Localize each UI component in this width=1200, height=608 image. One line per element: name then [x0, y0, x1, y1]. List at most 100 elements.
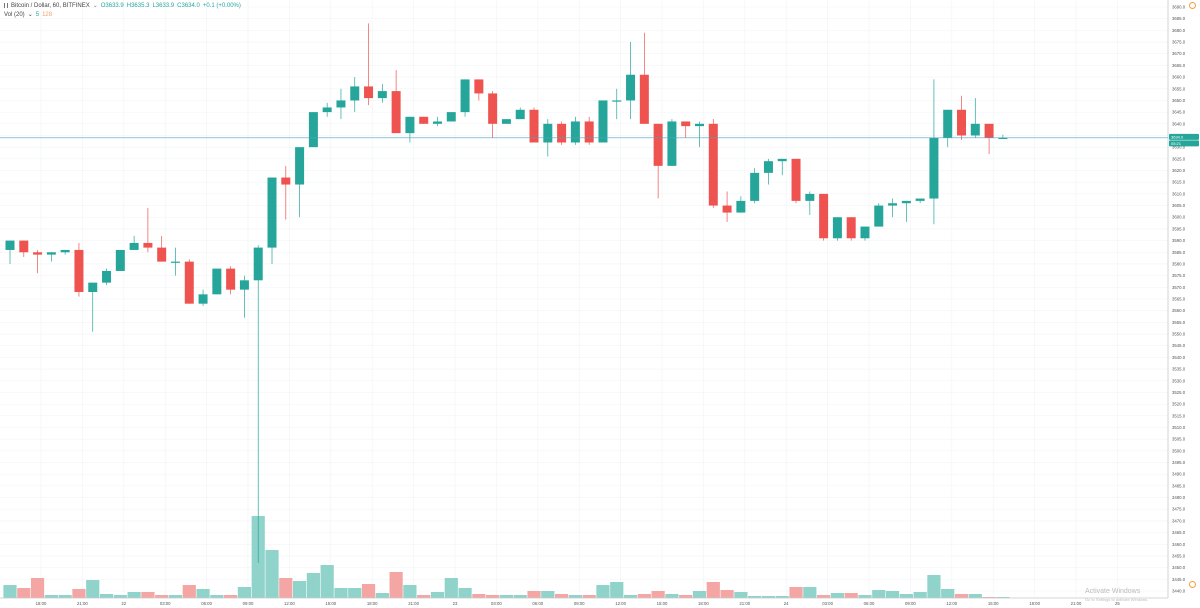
- candle-body: [846, 217, 856, 239]
- price-tick-label: 3495.0: [1172, 460, 1186, 465]
- candle: [681, 121, 691, 138]
- price-tick-label: 3630.0: [1172, 145, 1186, 150]
- price-tick-label: 3685.0: [1172, 16, 1186, 21]
- price-tick-label: 3585.0: [1172, 250, 1186, 255]
- chevron-down-icon[interactable]: ⌄: [27, 12, 33, 18]
- volume-bar: [224, 595, 238, 598]
- candle-body: [350, 86, 360, 101]
- volume-bar: [651, 591, 665, 598]
- price-tick-label: 3490.0: [1172, 472, 1186, 477]
- price-tick-label: 3455.0: [1172, 553, 1186, 558]
- volume-bar: [623, 595, 638, 598]
- candle-body: [377, 91, 387, 99]
- chevron-down-icon[interactable]: ⌄: [92, 3, 98, 9]
- volume-bar: [196, 589, 210, 598]
- volume-bar: [968, 594, 982, 598]
- candle-body: [157, 247, 167, 262]
- price-tick-label: 3440.0: [1172, 588, 1186, 593]
- volume-bar: [361, 584, 376, 598]
- settings-gear-icon[interactable]: [1189, 2, 1196, 9]
- time-tick-label: 18:00: [1029, 601, 1040, 606]
- candle: [157, 235, 167, 262]
- candle-body: [529, 109, 539, 143]
- candle: [819, 193, 829, 241]
- time-tick-label: 03:00: [491, 601, 502, 606]
- price-tick-label: 3645.0: [1172, 110, 1186, 115]
- volume-bar: [58, 595, 72, 598]
- candle: [419, 116, 429, 124]
- symbol-legend[interactable]: Bitcoin / Dollar, 60, BITFINEX ⌄ O3633.9…: [4, 2, 241, 9]
- candle: [281, 165, 291, 220]
- price-tick-label: 3550.0: [1172, 332, 1186, 337]
- chart-type-icon: [4, 3, 8, 8]
- volume-bar: [692, 591, 707, 598]
- volume-bar: [568, 595, 582, 598]
- candle: [226, 266, 236, 295]
- candle-body: [570, 121, 580, 143]
- volume-bar: [637, 594, 651, 598]
- candle-body: [957, 109, 967, 136]
- volume-bar: [292, 581, 307, 598]
- candle: [598, 100, 608, 143]
- candle-body: [33, 252, 43, 255]
- price-tick-label: 3600.0: [1172, 215, 1186, 220]
- candle: [46, 252, 56, 262]
- candle-body: [819, 193, 829, 239]
- change-value: +0.1 (+0.00%): [202, 2, 241, 9]
- candle-body: [708, 123, 718, 206]
- volume-bar: [927, 575, 941, 598]
- time-tick-label: 24: [784, 601, 789, 606]
- candle-body: [336, 100, 346, 108]
- candle-body: [915, 198, 925, 201]
- candle: [791, 158, 801, 204]
- candle: [736, 196, 746, 213]
- volume-bar: [844, 593, 858, 598]
- candle-body: [46, 252, 56, 255]
- volume-bar: [541, 591, 555, 598]
- candle: [874, 203, 884, 227]
- candle: [88, 282, 98, 332]
- price-tick-label: 3445.0: [1172, 577, 1186, 582]
- volume-bar: [472, 594, 486, 598]
- price-tick-label: 3520.0: [1172, 402, 1186, 407]
- volume-bars: [3, 516, 1010, 598]
- candle: [19, 240, 29, 257]
- candle: [474, 79, 484, 101]
- price-axis[interactable]: 3440.0 3445.0 3450.0 3455.0 3460.0 3465.0 3470…: [1172, 5, 1186, 594]
- candle-body: [777, 158, 787, 162]
- candle-body: [860, 226, 870, 239]
- volume-legend[interactable]: Vol (20) ⌄ 5 128: [4, 11, 53, 19]
- candle-body: [832, 217, 842, 239]
- candle-body: [901, 200, 911, 204]
- pane-settings-gear-icon[interactable]: [1189, 581, 1196, 588]
- price-tick-label: 3570.0: [1172, 285, 1186, 290]
- candle-body: [253, 247, 263, 281]
- volume-bar: [155, 595, 169, 598]
- price-tick-label: 3610.0: [1172, 191, 1186, 196]
- candle: [295, 147, 305, 218]
- volume-bar: [830, 593, 844, 598]
- time-tick-label: 03:00: [160, 601, 171, 606]
- candle-body: [791, 158, 801, 201]
- candle-body: [501, 119, 511, 124]
- volume-ma-value: 128: [42, 11, 53, 18]
- volume-bar: [610, 582, 624, 598]
- time-tick-label: 12:00: [284, 601, 295, 606]
- candle-body: [129, 242, 139, 250]
- candle: [308, 112, 318, 148]
- time-tick-label: 21:00: [1071, 601, 1082, 606]
- volume-bar: [789, 587, 803, 598]
- time-axis[interactable]: 18:00 21:00 22 03:00 06:00 09:00 12:00 15:00 18:…: [36, 601, 1121, 606]
- symbol-title[interactable]: Bitcoin / Dollar, 60, BITFINEX: [11, 2, 90, 9]
- candle-body: [584, 121, 594, 143]
- volume-indicator-label[interactable]: Vol (20): [4, 11, 25, 18]
- candle: [763, 158, 773, 185]
- close-value: C3634.0: [177, 2, 200, 9]
- volume-bar: [279, 578, 293, 598]
- candle: [695, 121, 704, 148]
- candle-body: [722, 205, 732, 213]
- volume-bar: [486, 595, 500, 598]
- candle: [570, 116, 580, 145]
- volume-bar: [417, 595, 431, 598]
